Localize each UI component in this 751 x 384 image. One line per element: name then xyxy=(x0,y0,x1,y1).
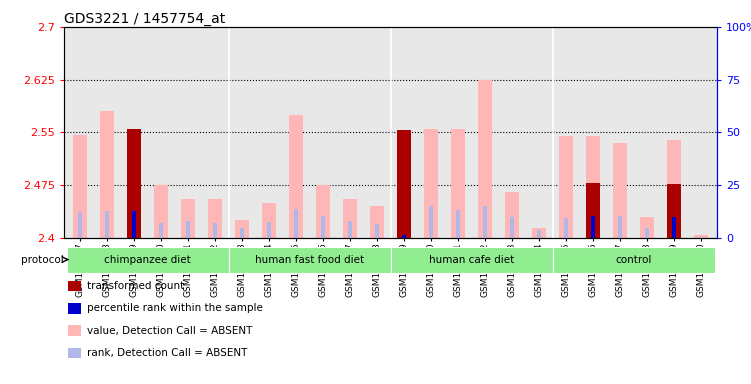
Bar xyxy=(478,80,493,238)
Bar xyxy=(451,129,466,238)
Bar xyxy=(672,217,676,238)
Bar xyxy=(261,203,276,238)
Bar xyxy=(73,134,87,238)
Bar xyxy=(532,227,547,238)
Bar xyxy=(586,136,601,238)
Bar xyxy=(315,185,330,238)
Bar xyxy=(207,199,222,238)
Bar xyxy=(267,222,271,238)
Bar xyxy=(613,143,627,238)
Text: chimpanzee diet: chimpanzee diet xyxy=(104,255,191,265)
Bar xyxy=(348,221,352,238)
FancyBboxPatch shape xyxy=(228,247,391,273)
Bar xyxy=(591,215,596,238)
Bar xyxy=(213,223,217,238)
Bar xyxy=(132,210,136,238)
Bar xyxy=(537,230,541,238)
Bar xyxy=(591,215,596,238)
Text: GDS3221 / 1457754_at: GDS3221 / 1457754_at xyxy=(64,12,225,26)
FancyBboxPatch shape xyxy=(391,247,553,273)
Bar xyxy=(294,209,298,238)
FancyBboxPatch shape xyxy=(553,247,714,273)
Bar xyxy=(127,129,141,238)
Bar xyxy=(429,207,433,238)
Text: percentile rank within the sample: percentile rank within the sample xyxy=(87,303,263,313)
Bar xyxy=(586,183,601,238)
Text: control: control xyxy=(615,255,652,265)
Bar xyxy=(100,111,114,238)
Bar xyxy=(564,218,569,238)
Bar xyxy=(397,131,412,238)
Bar xyxy=(154,185,168,238)
Bar xyxy=(456,210,460,238)
Bar xyxy=(397,231,412,238)
Bar xyxy=(321,215,325,238)
Bar xyxy=(667,184,681,238)
Bar xyxy=(342,199,357,238)
Bar xyxy=(158,223,163,238)
FancyBboxPatch shape xyxy=(67,247,228,273)
Bar xyxy=(694,235,708,238)
Bar xyxy=(369,207,385,238)
Bar xyxy=(240,227,244,238)
Bar xyxy=(667,139,681,238)
Bar xyxy=(288,115,303,238)
Text: value, Detection Call = ABSENT: value, Detection Call = ABSENT xyxy=(87,326,252,336)
Bar xyxy=(132,210,136,238)
Bar xyxy=(483,207,487,238)
Bar xyxy=(234,220,249,238)
Bar xyxy=(640,217,654,238)
Bar xyxy=(402,235,406,238)
Bar xyxy=(645,228,649,238)
Bar xyxy=(78,212,83,238)
Bar xyxy=(180,199,195,238)
Bar xyxy=(105,211,109,238)
Bar xyxy=(510,217,514,238)
Bar xyxy=(375,224,379,238)
Text: rank, Detection Call = ABSENT: rank, Detection Call = ABSENT xyxy=(87,348,248,358)
Bar xyxy=(127,129,141,238)
Text: protocol: protocol xyxy=(20,255,63,265)
Text: human fast food diet: human fast food diet xyxy=(255,255,364,265)
Bar xyxy=(559,136,574,238)
Bar xyxy=(424,129,439,238)
Text: transformed count: transformed count xyxy=(87,281,184,291)
Bar xyxy=(505,192,520,238)
Bar xyxy=(402,235,406,238)
Bar xyxy=(185,221,190,238)
Bar xyxy=(698,237,703,238)
Text: human cafe diet: human cafe diet xyxy=(429,255,514,265)
Bar xyxy=(618,215,623,238)
Bar xyxy=(672,217,676,238)
